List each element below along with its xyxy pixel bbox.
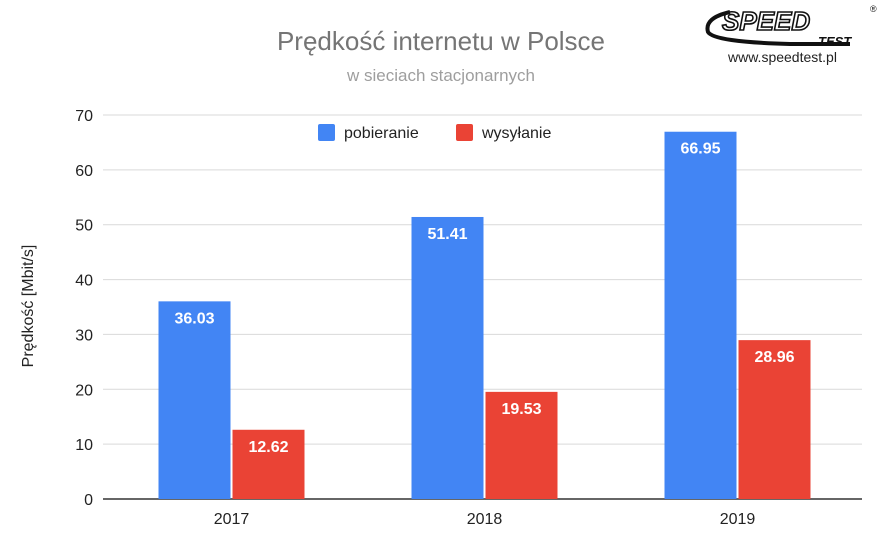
chart-subtitle: w sieciach stacjonarnych [346,66,535,85]
data-label: 28.96 [754,349,794,366]
legend-label: pobieranie [344,125,419,142]
y-tick-label: 10 [75,437,93,454]
y-axis-label: Prędkość [Mbit/s] [20,245,37,368]
bar-pobieranie-2017 [158,301,231,499]
y-tick-label: 30 [75,327,93,344]
svg-text:SPEED: SPEED [722,6,810,36]
data-label: 19.53 [501,401,541,418]
y-tick-label: 60 [75,163,93,180]
bar-pobieranie-2018 [411,216,484,499]
bar-pobieranie-2019 [664,131,737,499]
y-tick-label: 40 [75,273,93,290]
legend-label: wysyłanie [481,125,551,142]
bar-wysyłanie-2019 [738,340,811,499]
speedtest-logo: SPEED TEST ® [705,4,877,49]
bar-wysyłanie-2018 [485,391,558,499]
data-label: 36.03 [174,310,214,327]
x-tick-label: 2017 [214,511,250,528]
data-label: 51.41 [427,226,467,243]
y-tick-label: 20 [75,382,93,399]
y-tick-label: 0 [84,492,93,509]
y-tick-label: 70 [75,108,93,125]
svg-text:®: ® [870,4,877,14]
bar-wysyłanie-2017 [232,429,305,499]
svg-text:TEST: TEST [818,34,852,49]
x-tick-label: 2019 [720,511,756,528]
y-tick-label: 50 [75,218,93,235]
legend-swatch [456,124,473,141]
legend-swatch [318,124,335,141]
chart-title: Prędkość internetu w Polsce [277,26,605,56]
data-label: 66.95 [680,141,720,158]
speedtest-url[interactable]: www.speedtest.pl [728,49,837,65]
data-label: 12.62 [248,439,288,456]
x-tick-label: 2018 [467,511,503,528]
